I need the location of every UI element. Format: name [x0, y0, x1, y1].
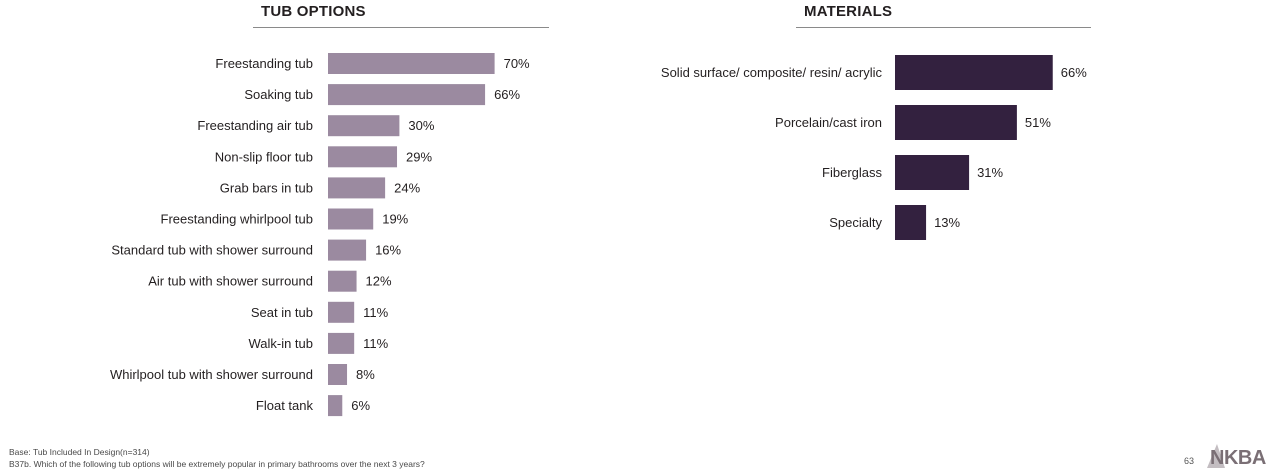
- material-value-label: 51%: [1025, 115, 1051, 130]
- tub-option-bar: [328, 364, 348, 385]
- tub-option-category-label: Walk-in tub: [248, 336, 313, 351]
- tub-option-category-label: Float tank: [256, 398, 314, 413]
- tub-option-category-label: Standard tub with shower surround: [111, 243, 313, 258]
- tub-option-bar: [328, 239, 367, 261]
- tub-options-rule: [253, 27, 549, 28]
- tub-option-bar: [328, 301, 355, 323]
- tub-option-value-label: 19%: [382, 212, 408, 227]
- material-bar: [895, 105, 1017, 140]
- tub-option-bar: [328, 332, 355, 354]
- material-category-label: Porcelain/cast iron: [775, 115, 882, 130]
- tub-option-value-label: 11%: [363, 336, 388, 351]
- material-bar: [895, 55, 1053, 90]
- tub-option-value-label: 30%: [408, 118, 434, 133]
- tub-option-bar: [328, 146, 398, 168]
- tub-options-chart: Freestanding tub 70% Soaking tub 66% Freesta…: [110, 53, 530, 417]
- material-category-label: Fiberglass: [822, 165, 882, 180]
- material-bar: [895, 155, 970, 190]
- material-category-label: Solid surface/ composite/ resin/ acrylic: [661, 65, 883, 80]
- tub-option-bar: [328, 53, 495, 74]
- tub-option-value-label: 16%: [375, 243, 401, 258]
- tub-option-bar: [328, 270, 357, 292]
- page-number: 63: [1184, 456, 1195, 466]
- tub-option-category-label: Air tub with shower surround: [148, 274, 313, 289]
- nkba-logo: NKBA: [1207, 444, 1266, 469]
- tub-option-value-label: 70%: [504, 56, 530, 71]
- tub-options-title: TUB OPTIONS: [261, 3, 366, 20]
- materials-title: MATERIALS: [804, 3, 893, 20]
- material-category-label: Specialty: [829, 215, 882, 230]
- material-value-label: 66%: [1061, 65, 1087, 80]
- material-value-label: 31%: [977, 165, 1003, 180]
- tub-option-bar: [328, 115, 400, 137]
- tub-option-value-label: 6%: [351, 398, 370, 413]
- footer-base: Base: Tub Included In Design(n=314): [9, 447, 150, 457]
- tub-option-category-label: Freestanding tub: [215, 56, 313, 71]
- tub-option-value-label: 12%: [366, 274, 392, 289]
- tub-option-category-label: Seat in tub: [251, 305, 313, 320]
- tub-option-value-label: 29%: [406, 149, 432, 164]
- footer-question: B37b. Which of the following tub options…: [9, 459, 425, 469]
- material-bar: [895, 205, 927, 240]
- tub-option-bar: [328, 84, 486, 106]
- tub-option-category-label: Grab bars in tub: [220, 180, 313, 195]
- tub-option-bar: [328, 177, 386, 199]
- tub-option-value-label: 24%: [394, 180, 420, 195]
- tub-option-bar: [328, 395, 343, 417]
- tub-option-value-label: 66%: [494, 87, 520, 102]
- tub-option-category-label: Freestanding air tub: [197, 118, 313, 133]
- svg-text:NKBA: NKBA: [1210, 447, 1266, 469]
- materials-chart: Solid surface/ composite/ resin/ acrylic…: [661, 55, 1087, 240]
- tub-option-category-label: Freestanding whirlpool tub: [161, 212, 313, 227]
- material-value-label: 13%: [934, 215, 960, 230]
- tub-option-bar: [328, 208, 374, 230]
- tub-option-value-label: 8%: [356, 367, 375, 382]
- materials-rule: [796, 27, 1091, 28]
- tub-option-value-label: 11%: [363, 305, 388, 320]
- tub-option-category-label: Whirlpool tub with shower surround: [110, 367, 313, 382]
- tub-option-category-label: Non-slip floor tub: [215, 149, 313, 164]
- tub-option-category-label: Soaking tub: [244, 87, 313, 102]
